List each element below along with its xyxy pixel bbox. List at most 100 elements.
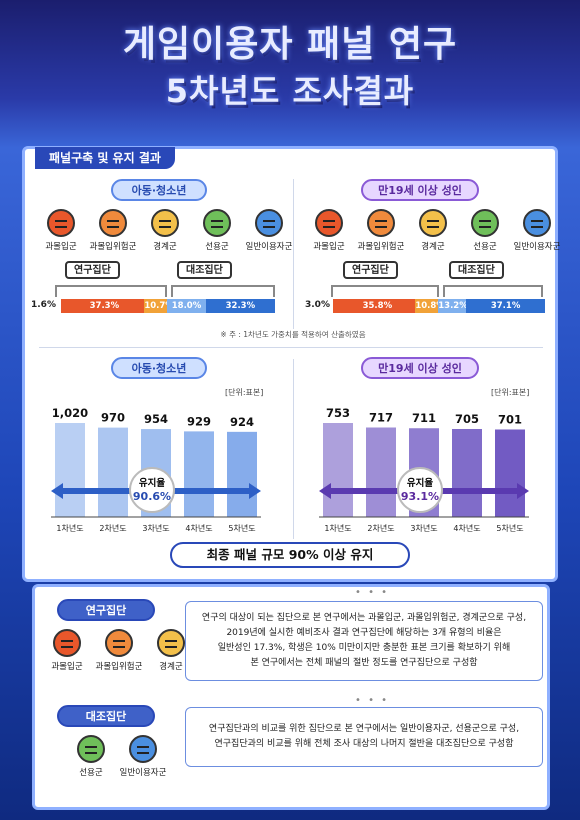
- control-group-description: 연구집단과의 비교를 위한 집단으로 본 연구에서는 일반이용자군, 선용군으로…: [185, 707, 543, 767]
- page-title: 게임이용자 패널 연구 5차년도 조사결과: [0, 22, 580, 112]
- category-label: 4차년도: [453, 523, 480, 533]
- avatar-label: 과몰입군: [51, 662, 83, 672]
- category-label: 1차년도: [56, 523, 83, 533]
- youth-research-tag: 연구집단: [65, 261, 120, 279]
- avatar: 선용군: [65, 735, 117, 778]
- description-line: 2019년에 실시한 예비조사 결과 연구집단에 해당하는 3개 유형의 비율은: [226, 628, 502, 638]
- avatar-label: 선용군: [79, 768, 103, 778]
- bar-value-label: 717: [369, 410, 393, 424]
- research-group-description: 연구의 대상이 되는 집단으로 본 연구에서는 과몰입군, 과몰입위험군, 경계…: [185, 601, 543, 681]
- chart-bar: [227, 431, 257, 517]
- avatar: 경계군: [145, 629, 197, 672]
- avatar: 과몰입군: [41, 629, 93, 672]
- avatar-label: 일반이용자군: [513, 242, 561, 252]
- avatar: 과몰입위험군: [355, 209, 407, 252]
- category-label: 5차년도: [496, 523, 523, 533]
- avatar: 경계군: [139, 209, 191, 252]
- composition-segment: 10.8%: [415, 299, 445, 313]
- avatar: 선용군: [459, 209, 511, 252]
- avatar-icon: [157, 629, 185, 657]
- composition-segment: 37.1%: [466, 299, 545, 313]
- avatar-label: 과몰입군: [45, 242, 77, 252]
- avatar-icon: [523, 209, 551, 237]
- youth-composition-bar: 37.3% 10.7% 18.0% 32.3%: [61, 299, 275, 313]
- avatar-label: 과몰입군: [313, 242, 345, 252]
- adult-control-tag: 대조집단: [449, 261, 504, 279]
- composition-segment: 35.8%: [339, 299, 416, 313]
- bar-value-label: 711: [412, 411, 436, 425]
- adult-retention-badge: 유지율 93.1%: [397, 467, 443, 513]
- bar-value-label: 753: [326, 406, 350, 420]
- youth-unit: [단위:표본]: [225, 388, 264, 397]
- avatar: 과몰입군: [35, 209, 87, 252]
- avatar-label: 일반이용자군: [245, 242, 293, 252]
- category-label: 4차년도: [185, 523, 212, 533]
- chart-bar: [495, 429, 525, 517]
- panel-results: 패널구축 및 유지 결과 아동·청소년 과몰입군 과몰입위험군 경계군 선용군 일반이용…: [22, 146, 560, 582]
- category-label: 1차년도: [324, 523, 351, 533]
- weight-note: ※ 주 : 1차년도 가중치를 적용하여 산출하였음: [220, 330, 366, 339]
- bar-value-label: 705: [455, 412, 479, 426]
- chart-bar: [184, 431, 214, 517]
- bar-value-label: 701: [498, 412, 522, 426]
- category-label: 2차년도: [99, 523, 126, 533]
- avatar-icon: [471, 209, 499, 237]
- avatar-label: 과몰입위험군: [357, 242, 405, 252]
- avatar-icon: [151, 209, 179, 237]
- category-label: 5차년도: [228, 523, 255, 533]
- description-line: 본 연구에서는 전체 패널의 절반 정도를 연구집단으로 구성함: [250, 658, 478, 668]
- composition-segment: [61, 299, 65, 313]
- composition-segment: [333, 299, 340, 313]
- title-line2: 5차년도 조사결과: [165, 72, 415, 110]
- avatar-icon: [367, 209, 395, 237]
- avatar-label: 경계군: [153, 242, 177, 252]
- youth-avatar-row: 과몰입군 과몰입위험군 경계군 선용군 일반이용자군: [35, 209, 295, 252]
- avatar-label: 일반이용자군: [119, 768, 167, 778]
- chart-bar: [55, 423, 85, 517]
- adult-first-seg-label: 3.0%: [305, 300, 330, 310]
- avatar: 일반이용자군: [117, 735, 169, 778]
- divider-middle: [39, 347, 543, 348]
- avatar-icon: [99, 209, 127, 237]
- youth-chart-title: 아동·청소년: [111, 357, 207, 379]
- summary-banner: 최종 패널 규모 90% 이상 유지: [170, 542, 410, 568]
- avatar: 일반이용자군: [243, 209, 295, 252]
- chart-bar: [323, 423, 353, 517]
- avatar-label: 경계군: [421, 242, 445, 252]
- youth-control-bracket: [171, 285, 275, 297]
- youth-label-pill: 아동·청소년: [111, 179, 207, 201]
- composition-segment: 10.7%: [144, 299, 174, 313]
- avatar-label: 경계군: [159, 662, 183, 672]
- composition-segment: 13.2%: [438, 299, 468, 313]
- description-line: 연구집단과의 비교를 위한 집단으로 본 연구에서는 일반이용자군, 선용군으로…: [208, 724, 520, 734]
- category-label: 3차년도: [142, 523, 169, 533]
- avatar: 선용군: [191, 209, 243, 252]
- avatar: 과몰입군: [303, 209, 355, 252]
- composition-segment: 18.0%: [167, 299, 206, 313]
- control-group-pill: 대조집단: [57, 705, 155, 727]
- avatar: 경계군: [407, 209, 459, 252]
- avatar-label: 과몰입위험군: [89, 242, 137, 252]
- avatar-icon: [105, 629, 133, 657]
- research-group-pill: 연구집단: [57, 599, 155, 621]
- bar-value-label: 929: [187, 414, 211, 428]
- divider-top: [293, 179, 294, 329]
- avatar-icon: [77, 735, 105, 763]
- adult-research-bracket: [331, 285, 439, 297]
- youth-research-bracket: [55, 285, 167, 297]
- bar-value-label: 970: [101, 411, 125, 425]
- avatar-icon: [129, 735, 157, 763]
- avatar-icon: [47, 209, 75, 237]
- research-box-dots: • • •: [355, 587, 390, 598]
- adult-research-tag: 연구집단: [343, 261, 398, 279]
- youth-retention-badge: 유지율 90.6%: [129, 467, 175, 513]
- adult-label-pill: 만19세 이상 성인: [361, 179, 479, 201]
- composition-segment: 37.3%: [64, 299, 145, 313]
- research-group-avatars: 과몰입군 과몰입위험군 경계군: [41, 629, 197, 672]
- description-line: 일반성인 17.3%, 학생은 10% 미만이지만 충분한 표본 크기를 확보하…: [217, 643, 511, 653]
- avatar: 과몰입위험군: [93, 629, 145, 672]
- adult-unit: [단위:표본]: [491, 388, 530, 397]
- avatar-label: 과몰입위험군: [95, 662, 143, 672]
- adult-chart-title: 만19세 이상 성인: [361, 357, 479, 379]
- youth-first-seg-label: 1.6%: [31, 300, 56, 310]
